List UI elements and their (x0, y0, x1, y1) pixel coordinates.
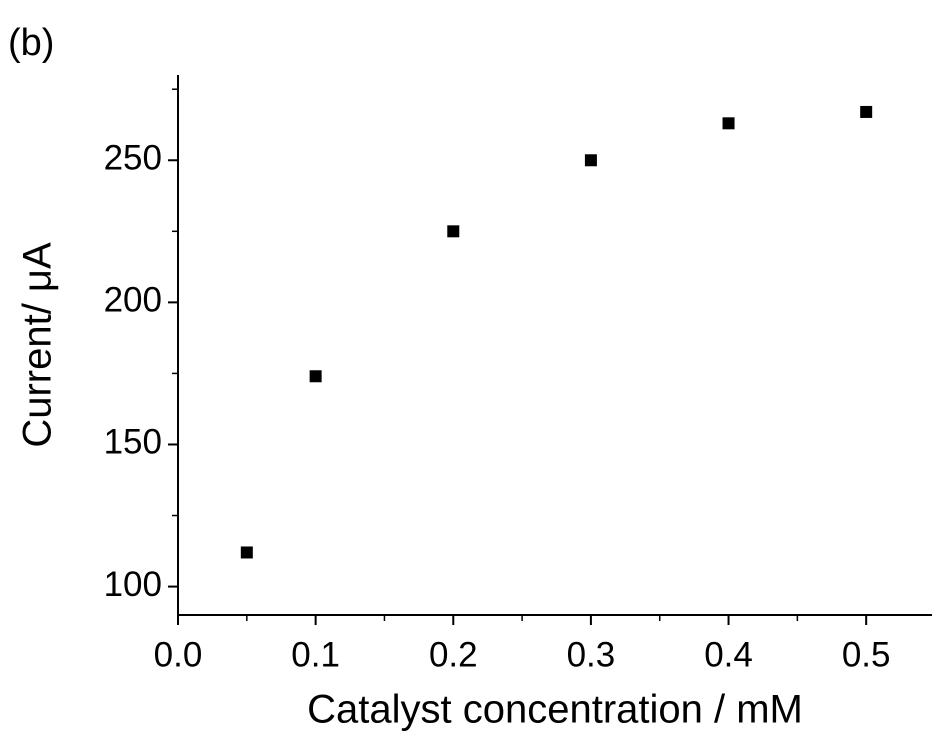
x-axis-title: Catalyst concentration / mM (307, 688, 803, 732)
marker (240, 546, 253, 559)
y-tick-label: 150 (104, 423, 162, 462)
x-tick-label: 0.5 (842, 635, 891, 674)
x-tick-label: 0.0 (154, 635, 203, 674)
marker (722, 117, 735, 130)
marker (447, 225, 460, 238)
panel-label: (b) (8, 22, 54, 64)
marker (309, 370, 322, 383)
x-tick-label: 0.2 (429, 635, 478, 674)
x-tick-label: 0.1 (291, 635, 340, 674)
y-tick-label: 200 (104, 281, 162, 320)
x-tick-label: 0.4 (704, 635, 753, 674)
y-tick-label: 250 (104, 139, 162, 178)
y-tick-label: 100 (104, 565, 162, 604)
marker (584, 154, 597, 167)
y-axis-title: Current/ μA (16, 242, 60, 448)
x-tick-label: 0.3 (567, 635, 616, 674)
marker (860, 105, 873, 118)
